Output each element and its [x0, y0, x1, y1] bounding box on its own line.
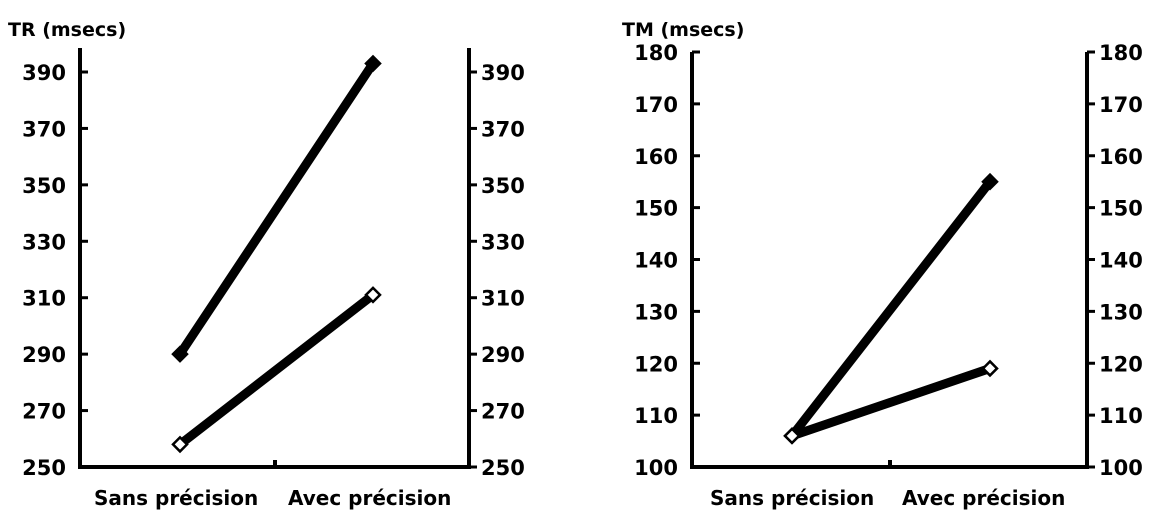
tm-right-tick-label: 150: [1099, 197, 1143, 221]
tm-series: [783, 172, 999, 445]
tr-category-label: Sans précision: [94, 486, 258, 510]
tr-y-ticks: 250 250 270 270 290 290 310 310 330 330 350 350 370 3…: [22, 61, 525, 480]
tr-right-tick-label: 290: [481, 343, 525, 367]
tm-open-diamond-marker: [783, 427, 801, 445]
tr-filled-diamond-marker: [171, 345, 189, 363]
tr-right-tick-label: 350: [481, 174, 525, 198]
tm-left-tick-label: 150: [634, 197, 678, 221]
tm-right-tick-label: 100: [1099, 456, 1143, 480]
tr-left-tick-label: 390: [22, 61, 66, 85]
tm-y-ticks: 100 100 110 110 120 120 130 130 140 140 150 150 160 1…: [634, 41, 1143, 480]
tm-right-tick-label: 160: [1099, 145, 1143, 169]
tm-right-tick-label: 110: [1099, 404, 1143, 428]
tr-axis-title: TR (msecs): [8, 19, 126, 41]
tm-axis-title: TM (msecs): [622, 19, 744, 41]
tm-right-tick-label: 130: [1099, 300, 1143, 324]
tr-left-tick-label: 330: [22, 230, 66, 254]
tr-left-tick-label: 270: [22, 400, 66, 424]
tr-left-tick-label: 250: [22, 456, 66, 480]
tm-right-tick-label: 180: [1099, 41, 1143, 65]
tr-left-tick-label: 290: [22, 343, 66, 367]
tm-right-tick-label: 170: [1099, 93, 1143, 117]
tm-category-labels: Sans précision Avec précision: [710, 486, 1065, 510]
tm-left-tick-label: 130: [634, 300, 678, 324]
tr-series-line: [175, 290, 378, 449]
tm-open-diamond-marker: [981, 359, 999, 378]
tr-open-diamond-marker: [171, 435, 189, 454]
tr-right-tick-label: 330: [481, 230, 525, 254]
tm-category-label: Avec précision: [902, 486, 1065, 510]
tr-filled-diamond-marker: [364, 54, 382, 73]
tm-series-line: [787, 177, 995, 441]
tm-category-label: Sans précision: [710, 486, 874, 510]
tr-left-tick-label: 370: [22, 117, 66, 141]
tm-left-tick-label: 140: [634, 249, 678, 273]
tr-category-label: Avec précision: [288, 486, 451, 510]
tm-left-tick-label: 110: [634, 404, 678, 428]
tr-series: [171, 54, 382, 454]
tr-left-tick-label: 310: [22, 287, 66, 311]
tr-series-line: [175, 59, 378, 359]
tr-open-diamond-marker: [364, 286, 382, 304]
tm-left-tick-label: 120: [634, 352, 678, 376]
tr-right-tick-label: 370: [481, 117, 525, 141]
tr-category-labels: Sans précision Avec précision: [94, 486, 451, 510]
tm-series-line: [787, 363, 995, 441]
tr-right-tick-label: 270: [481, 400, 525, 424]
tm-chart: TM (msecs) 100 100 110 110 120 120 130 130 140 14…: [622, 19, 1143, 510]
tr-right-tick-label: 310: [481, 287, 525, 311]
tm-filled-diamond-marker: [981, 172, 999, 191]
tm-right-tick-label: 120: [1099, 352, 1143, 376]
tr-right-tick-label: 390: [481, 61, 525, 85]
tm-right-tick-label: 140: [1099, 249, 1143, 273]
tm-left-tick-label: 160: [634, 145, 678, 169]
tr-chart: TR (msecs) 250 250 270 270 290 290 310 310 330 33…: [8, 19, 525, 510]
tm-left-tick-label: 170: [634, 93, 678, 117]
tm-left-tick-label: 180: [634, 41, 678, 65]
tm-left-tick-label: 100: [634, 456, 678, 480]
tr-right-tick-label: 250: [481, 456, 525, 480]
tr-left-tick-label: 350: [22, 174, 66, 198]
